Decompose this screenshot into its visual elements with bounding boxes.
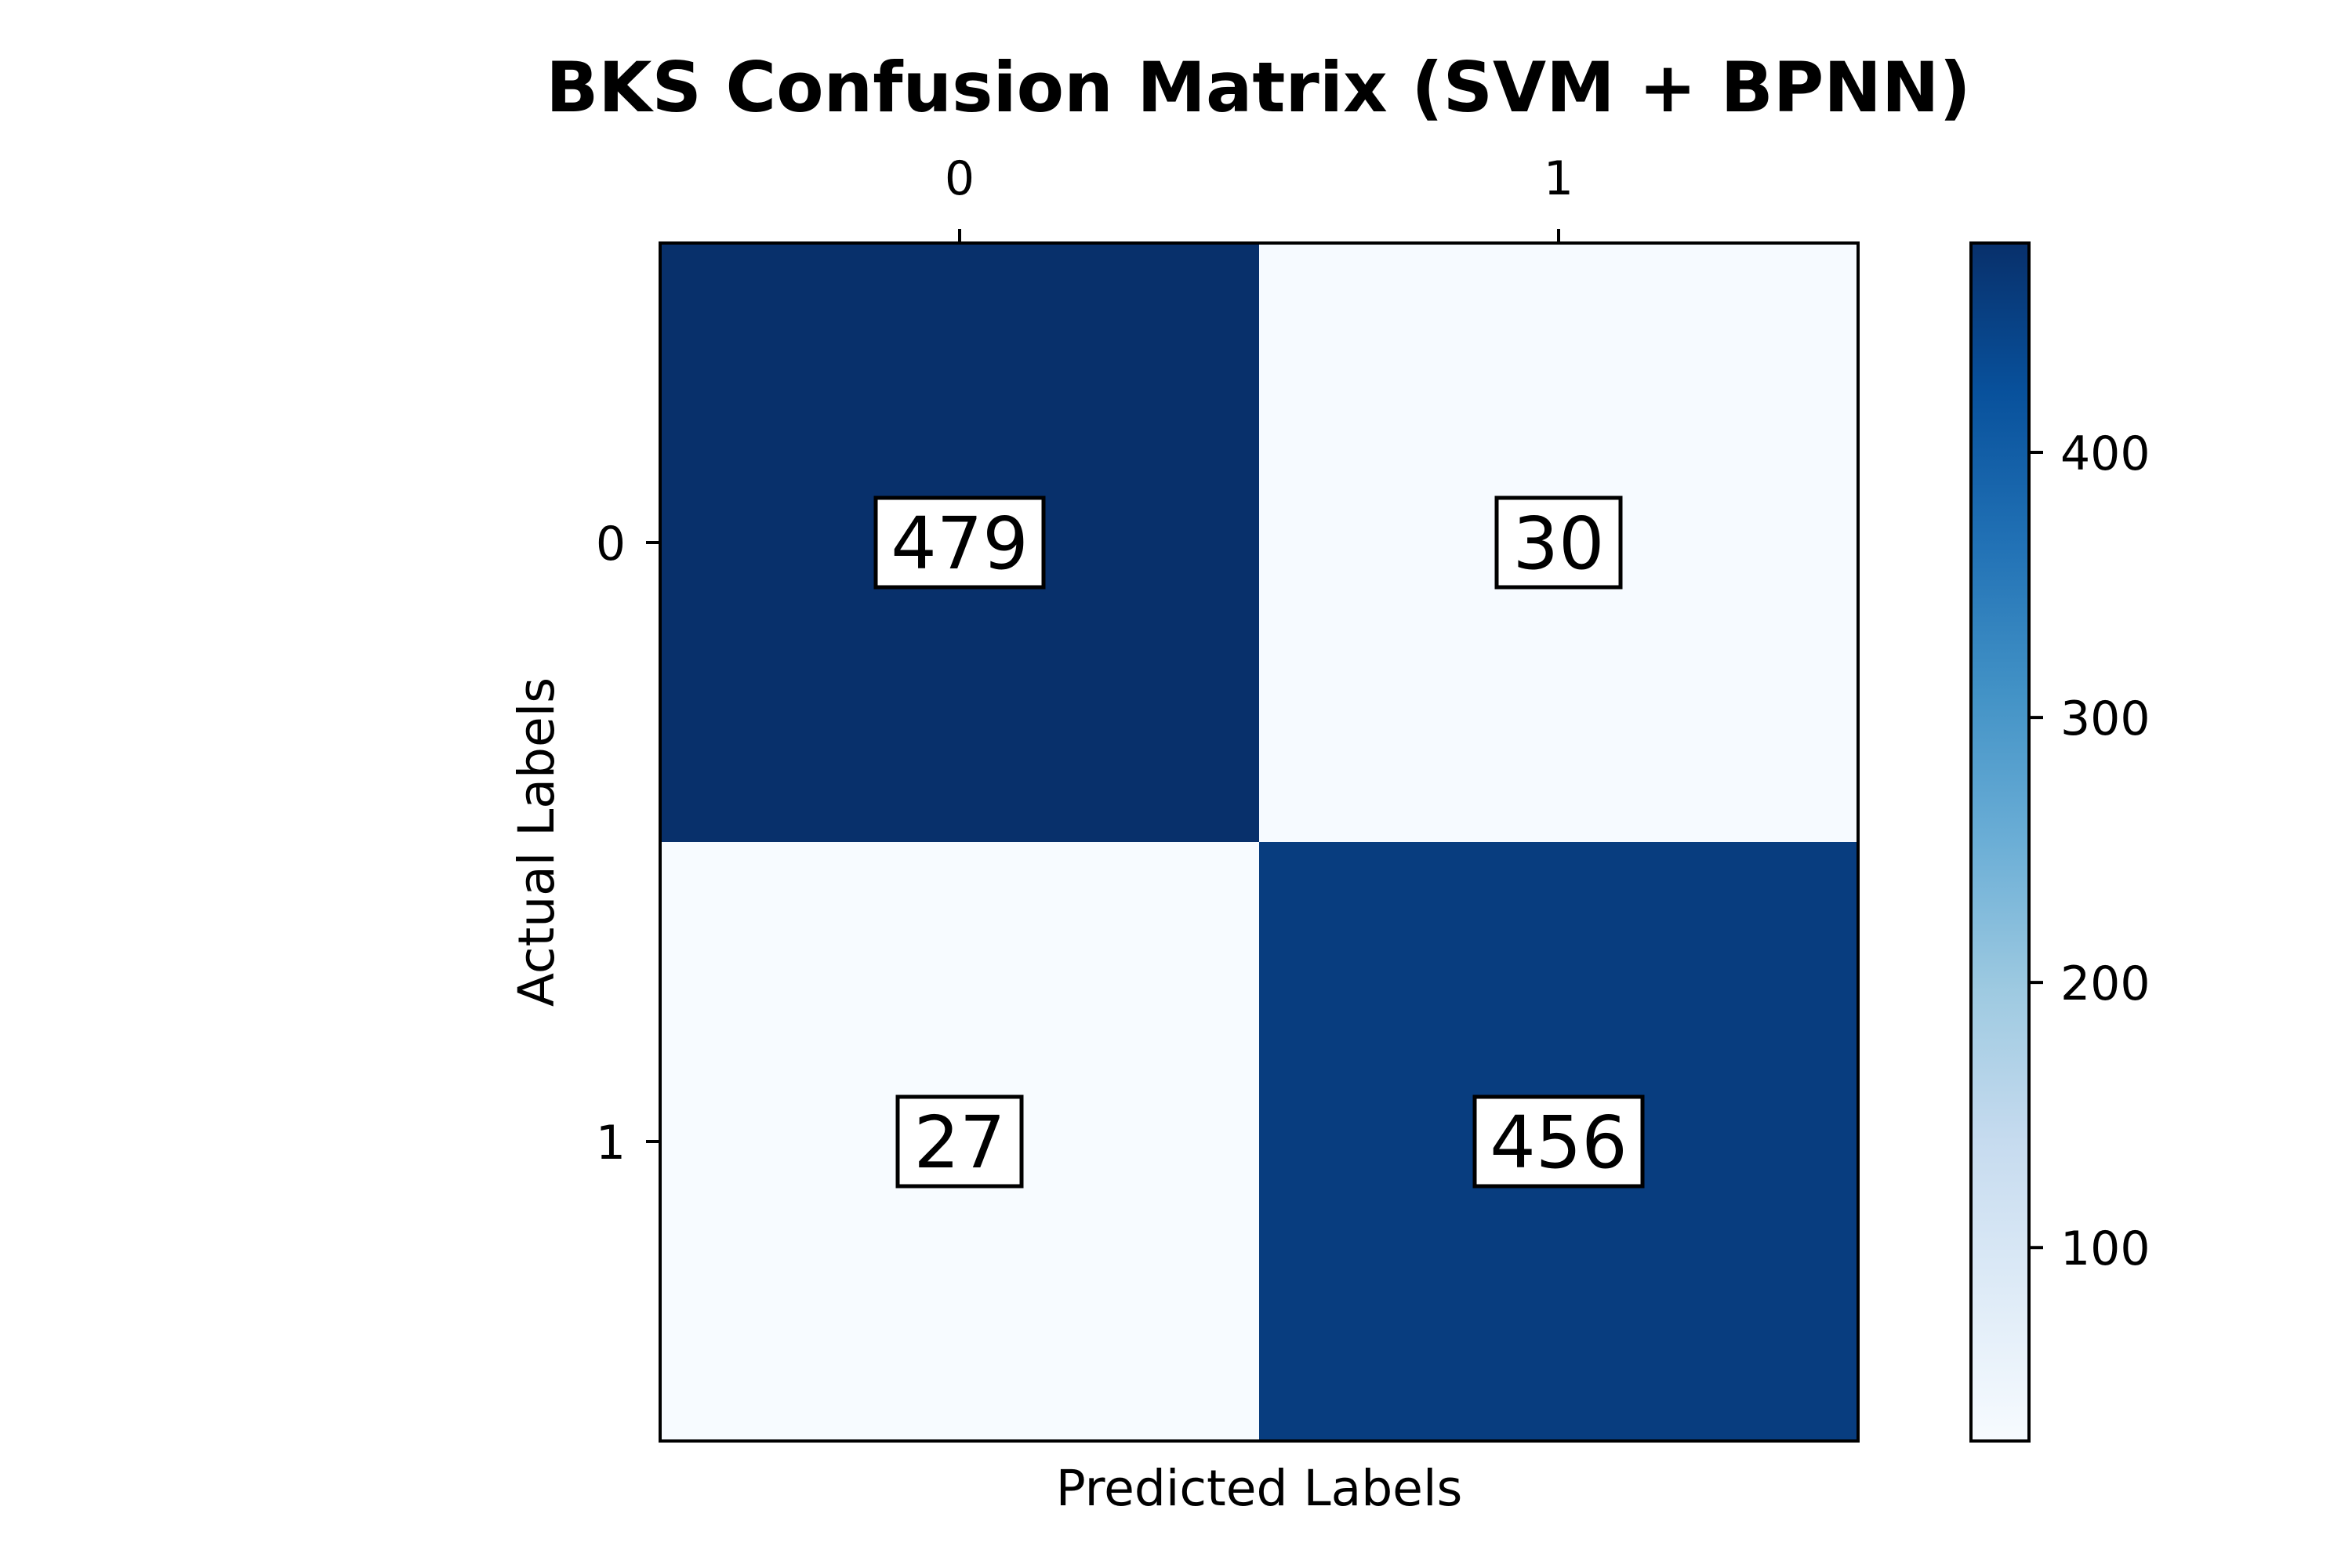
cell-label-box-1-1 [1472, 1094, 1645, 1189]
y-axis-ticks: 01 [596, 517, 660, 1171]
cell-label-box-1-0 [895, 1094, 1024, 1189]
cell-label-box-0-0 [873, 495, 1046, 590]
cell-label-0-1: 30 [1512, 502, 1604, 586]
cell-label-1-0: 27 [913, 1101, 1005, 1185]
x-tick-label-1: 1 [1544, 151, 1573, 206]
y-tick-label-0: 0 [596, 517, 626, 572]
matrix-cells [660, 243, 1858, 1441]
colorbar [1969, 241, 2031, 1443]
y-axis-label: Actual Labels [508, 677, 565, 1007]
colorbar-tick-label-3: 400 [2060, 426, 2151, 481]
cell-labels: 479 30 27 456 [873, 495, 1645, 1189]
x-axis-label: Predicted Labels [1056, 1460, 1463, 1517]
x-tick-label-0: 0 [945, 151, 975, 206]
plot-frame [659, 241, 1860, 1443]
cell-label-1-1: 456 [1490, 1101, 1628, 1185]
colorbar-tick-label-1: 200 [2060, 956, 2151, 1011]
cell-label-box-0-1 [1494, 495, 1623, 590]
colorbar-ticks: 100 200 300 400 [2029, 426, 2151, 1276]
cell-label-0-0: 479 [891, 502, 1029, 586]
colorbar-tick-label-2: 300 [2060, 691, 2151, 746]
colorbar-tick-label-0: 100 [2060, 1221, 2151, 1276]
y-tick-label-1: 1 [596, 1116, 626, 1171]
chart-title: BKS Confusion Matrix (SVM + BPNN) [546, 47, 1971, 128]
